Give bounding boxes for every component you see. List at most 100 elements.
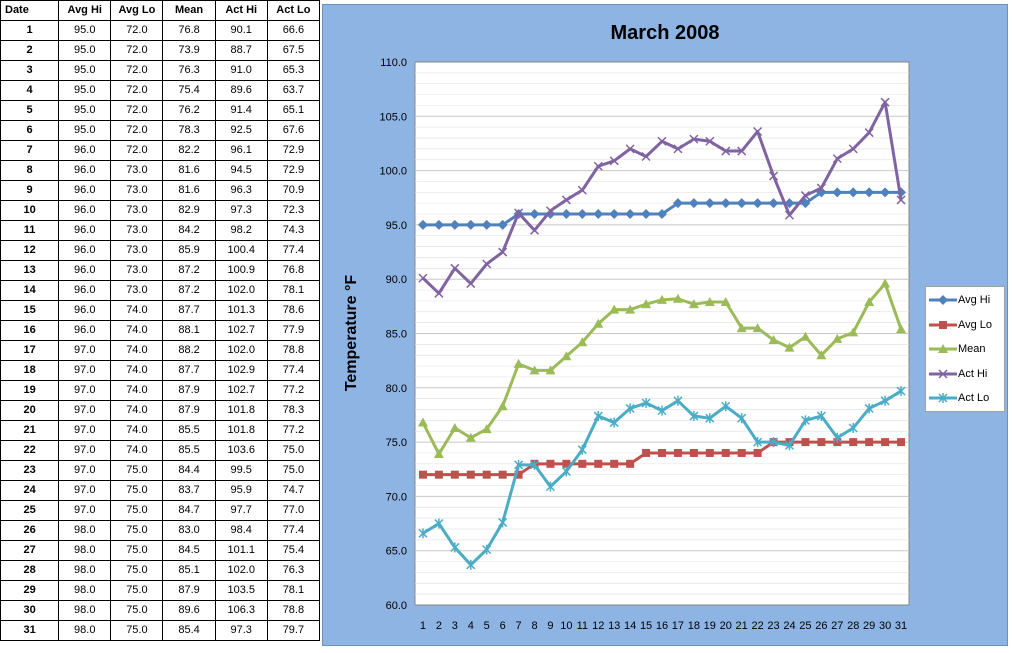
- point-act-hi: [896, 195, 906, 205]
- table-row: 11 96.0 73.0 84.2 98.2 74.3: [0, 220, 321, 241]
- legend-swatch: [929, 368, 957, 379]
- point-avg-hi: [625, 209, 636, 220]
- table-row: 21 97.0 74.0 85.5 101.8 77.2: [0, 420, 321, 441]
- cell-avg-lo: 74.0: [110, 380, 164, 401]
- cell-date: 2: [0, 40, 60, 61]
- cell-avg-lo: 75.0: [110, 500, 164, 521]
- table-row: 17 97.0 74.0 88.2 102.0 78.8: [0, 340, 321, 361]
- cell-mean: 87.9: [162, 580, 216, 601]
- legend-label: Avg Lo: [958, 318, 993, 331]
- point-act-hi: [418, 273, 428, 283]
- table-row: 18 97.0 74.0 87.7 102.9 77.4: [0, 360, 321, 381]
- point-avg-lo: [881, 438, 890, 447]
- cell-act-lo: 77.0: [266, 500, 321, 521]
- y-tick-label: 85.0: [386, 329, 407, 341]
- cell-mean: 75.4: [162, 80, 216, 101]
- cell-avg-lo: 75.0: [110, 480, 164, 501]
- y-tick-label: 65.0: [386, 546, 407, 558]
- x-tick-label: 29: [863, 620, 875, 632]
- cell-avg-lo: 72.0: [110, 140, 164, 161]
- legend-swatch: [929, 320, 957, 329]
- cell-mean: 85.5: [162, 440, 216, 461]
- cell-mean: 78.3: [162, 120, 216, 141]
- point-avg-hi: [465, 219, 476, 230]
- cell-act-lo: 67.5: [266, 40, 321, 61]
- cell-date: 16: [0, 320, 60, 341]
- cell-avg-hi: 96.0: [58, 200, 112, 221]
- cell-act-hi: 92.5: [214, 120, 268, 141]
- series-group: [417, 97, 907, 570]
- cell-act-hi: 97.3: [214, 620, 268, 641]
- header-date: Date: [0, 0, 60, 21]
- cell-act-hi: 90.1: [214, 20, 268, 41]
- cell-mean: 87.2: [162, 280, 216, 301]
- cell-date: 14: [0, 280, 60, 301]
- point-act-lo: [721, 401, 731, 412]
- point-avg-hi: [688, 198, 699, 209]
- cell-mean: 85.1: [162, 560, 216, 581]
- table-row: 2 95.0 72.0 73.9 88.7 67.5: [0, 40, 321, 61]
- cell-act-hi: 95.9: [214, 480, 268, 501]
- cell-date: 13: [0, 260, 60, 281]
- cell-mean: 83.0: [162, 520, 216, 541]
- table-row: 24 97.0 75.0 83.7 95.9 74.7: [0, 480, 321, 501]
- point-act-hi: [529, 225, 540, 235]
- legend-label: Mean: [958, 343, 986, 355]
- legend: Avg Hi Avg Lo Mean Act Hi Act Lo: [925, 286, 1005, 412]
- cell-avg-lo: 73.0: [110, 160, 164, 181]
- cell-avg-hi: 96.0: [58, 300, 112, 321]
- cell-date: 4: [0, 80, 60, 101]
- point-avg-lo: [642, 448, 651, 457]
- point-avg-hi: [481, 219, 492, 230]
- table-row: 27 98.0 75.0 84.5 101.1 75.4: [0, 540, 321, 561]
- point-act-hi: [466, 279, 476, 289]
- point-act-lo: [657, 405, 667, 416]
- cell-avg-lo: 72.0: [110, 40, 164, 61]
- point-act-hi: [593, 161, 603, 171]
- point-act-lo: [466, 559, 476, 570]
- cell-avg-lo: 75.0: [110, 580, 164, 601]
- point-mean: [561, 351, 572, 361]
- cell-avg-hi: 97.0: [58, 340, 112, 361]
- point-avg-lo: [865, 438, 874, 447]
- point-avg-hi: [609, 209, 620, 220]
- point-act-lo: [593, 411, 603, 422]
- point-act-hi: [609, 156, 619, 166]
- point-act-lo: [434, 518, 444, 529]
- series-avg-hi: [417, 187, 907, 230]
- cell-avg-hi: 97.0: [58, 420, 112, 441]
- cell-date: 27: [0, 540, 60, 561]
- x-tick-label: 7: [516, 620, 522, 632]
- cell-act-hi: 100.4: [214, 240, 268, 261]
- point-avg-lo: [578, 459, 587, 468]
- x-tick-label: 2: [436, 620, 442, 632]
- point-avg-hi: [848, 187, 859, 198]
- cell-avg-hi: 96.0: [58, 260, 112, 281]
- cell-avg-hi: 96.0: [58, 240, 112, 261]
- cell-mean: 88.1: [162, 320, 216, 341]
- cell-mean: 76.8: [162, 20, 216, 41]
- point-act-hi: [753, 126, 763, 137]
- x-tick-label: 15: [640, 620, 652, 632]
- cell-act-lo: 67.6: [266, 120, 321, 141]
- cell-avg-hi: 97.0: [58, 360, 112, 381]
- point-act-lo: [418, 528, 428, 539]
- point-avg-lo: [705, 448, 714, 457]
- point-mean: [880, 278, 891, 288]
- y-tick-label: 60.0: [386, 600, 407, 612]
- point-mean: [688, 299, 699, 309]
- point-act-lo: [848, 422, 858, 433]
- cell-avg-lo: 75.0: [110, 520, 164, 541]
- point-mean: [417, 417, 428, 427]
- y-tick-label: 105.0: [379, 111, 407, 123]
- point-avg-hi: [561, 209, 572, 220]
- x-tick-label: 31: [895, 620, 907, 632]
- point-avg-lo: [466, 470, 475, 479]
- cell-act-hi: 94.5: [214, 160, 268, 181]
- point-mean: [481, 424, 492, 434]
- point-avg-hi: [720, 198, 731, 209]
- header-act-lo: Act Lo: [266, 0, 321, 21]
- header-avg-hi: Avg Hi: [58, 0, 112, 21]
- table-row: 3 95.0 72.0 76.3 91.0 65.3: [0, 60, 321, 81]
- point-act-lo: [641, 398, 651, 409]
